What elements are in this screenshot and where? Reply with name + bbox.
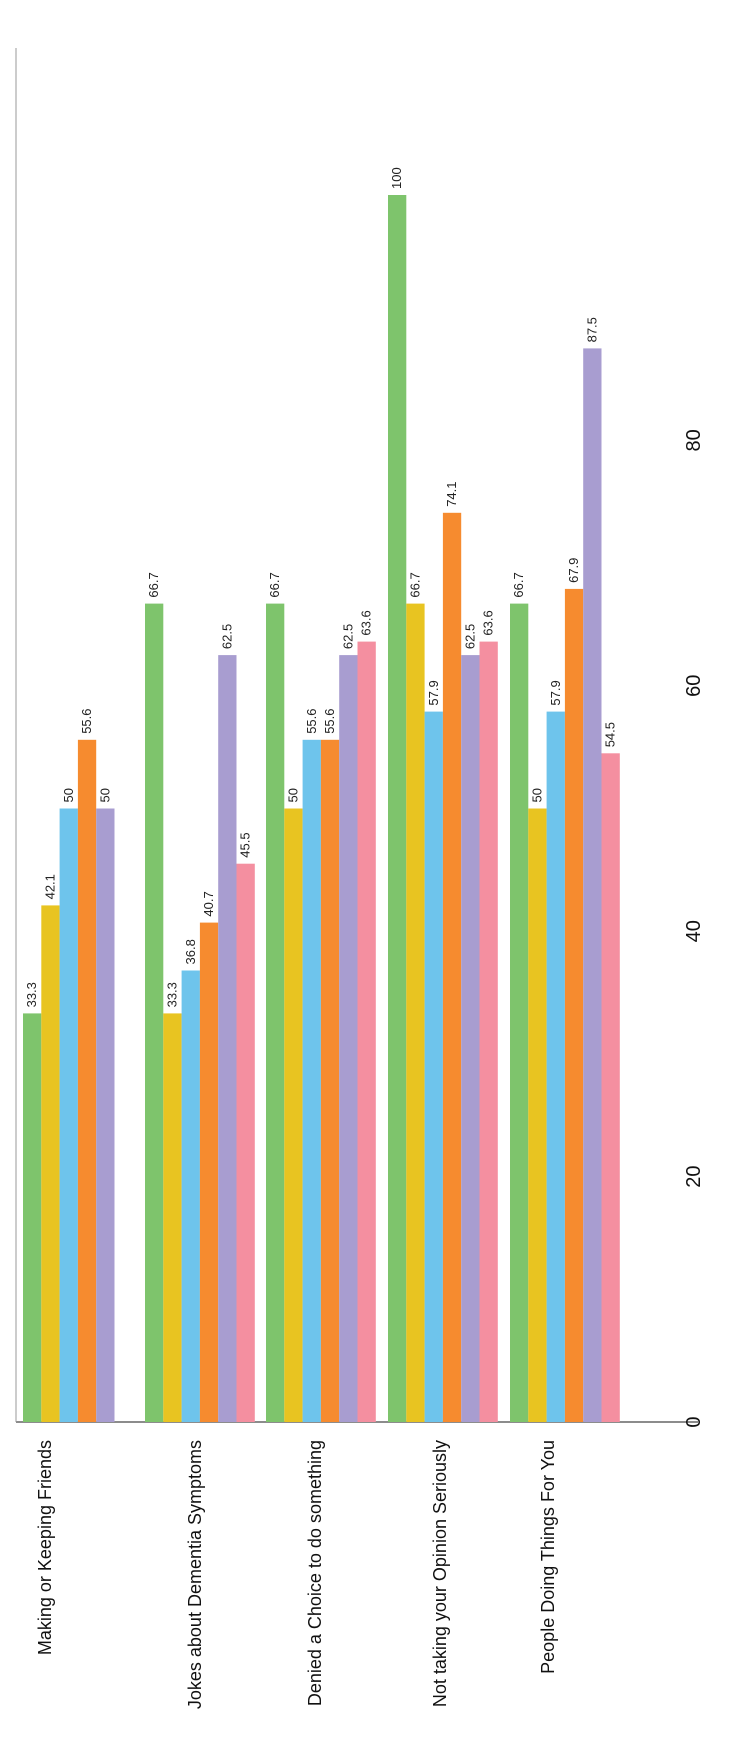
bar-0-1 <box>41 905 60 1422</box>
value-label-4-3: 67.9 <box>566 558 581 583</box>
bar-3-1 <box>406 603 425 1422</box>
value-label-4-0: 66.7 <box>511 572 526 597</box>
bar-1-0 <box>145 603 164 1422</box>
bar-1-3 <box>199 922 219 1422</box>
tick-label-1: 20 <box>683 1165 705 1187</box>
value-labels-layer: 33.3 42.1 50 55.6 50 66.7 33.3 36.8 40.7 62.5 45.5… <box>24 167 618 1007</box>
tick-label-3: 60 <box>683 675 705 697</box>
category-label-3: Not taking your Opinion Seriously <box>430 1440 450 1707</box>
value-label-0-3: 55.6 <box>79 708 94 733</box>
value-label-3-4: 62.5 <box>462 624 477 649</box>
value-label-4-2: 57.9 <box>548 680 563 705</box>
bar-4-0 <box>510 603 529 1422</box>
bar-4-2 <box>546 711 565 1422</box>
bars-layer <box>23 195 620 1422</box>
value-label-2-3: 55.6 <box>322 708 337 733</box>
bar-2-4 <box>339 655 358 1422</box>
bar-3-3 <box>442 512 462 1422</box>
category-label-1: Jokes about Dementia Symptoms <box>185 1440 205 1709</box>
value-label-1-0: 66.7 <box>146 572 161 597</box>
bar-2-3 <box>320 739 340 1422</box>
bar-4-4 <box>583 348 602 1422</box>
value-label-0-0: 33.3 <box>24 982 39 1007</box>
bar-0-4 <box>96 808 115 1422</box>
tick-label-4: 80 <box>683 429 705 451</box>
bar-0-2 <box>59 808 78 1422</box>
bar-0-0 <box>23 1013 42 1422</box>
value-label-3-2: 57.9 <box>426 680 441 705</box>
value-label-4-5: 54.5 <box>603 722 618 747</box>
value-label-4-1: 50 <box>529 788 544 802</box>
bar-3-4 <box>461 655 480 1422</box>
bar-0-3 <box>77 739 97 1422</box>
tick-label-2: 40 <box>683 920 705 942</box>
value-label-0-2: 50 <box>61 788 76 802</box>
bar-4-1 <box>528 808 547 1422</box>
value-label-1-1: 33.3 <box>165 982 180 1007</box>
tick-label-0: 0 <box>683 1416 705 1427</box>
bar-1-5 <box>236 863 255 1422</box>
bar-1-4 <box>218 655 237 1422</box>
value-label-0-1: 42.1 <box>42 874 57 899</box>
value-label-2-1: 50 <box>285 788 300 802</box>
value-label-1-4: 62.5 <box>219 624 234 649</box>
bar-3-0 <box>388 195 407 1422</box>
bar-4-5 <box>601 753 620 1422</box>
category-label-0: Making or Keeping Friends <box>35 1440 55 1655</box>
value-label-3-1: 66.7 <box>407 572 422 597</box>
bar-1-2 <box>181 970 200 1422</box>
bar-3-5 <box>479 641 498 1422</box>
value-label-3-0: 100 <box>389 167 404 189</box>
value-axis-ticks: 0 20 40 60 80 <box>683 429 705 1427</box>
value-label-1-2: 36.8 <box>183 939 198 964</box>
bar-3-2 <box>424 711 443 1422</box>
value-label-4-4: 87.5 <box>584 317 599 342</box>
value-label-1-5: 45.5 <box>238 832 253 857</box>
value-label-2-5: 63.6 <box>359 610 374 635</box>
value-label-2-4: 62.5 <box>340 624 355 649</box>
bar-2-2 <box>302 739 321 1422</box>
bar-2-0 <box>266 603 285 1422</box>
bar-2-5 <box>357 641 376 1422</box>
value-label-2-0: 66.7 <box>267 572 282 597</box>
value-label-2-2: 55.6 <box>304 708 319 733</box>
value-label-0-4: 50 <box>97 788 112 802</box>
category-label-4: People Doing Things For You <box>538 1440 558 1674</box>
category-label-2: Denied a Choice to do something <box>305 1440 325 1706</box>
bar-1-1 <box>163 1013 182 1422</box>
value-label-3-5: 63.6 <box>481 610 496 635</box>
category-labels: Making or Keeping Friends Jokes about Dem… <box>35 1440 558 1709</box>
value-label-3-3: 74.1 <box>444 481 459 506</box>
value-label-1-3: 40.7 <box>201 891 216 916</box>
bar-4-3 <box>564 588 584 1422</box>
bar-2-1 <box>284 808 303 1422</box>
